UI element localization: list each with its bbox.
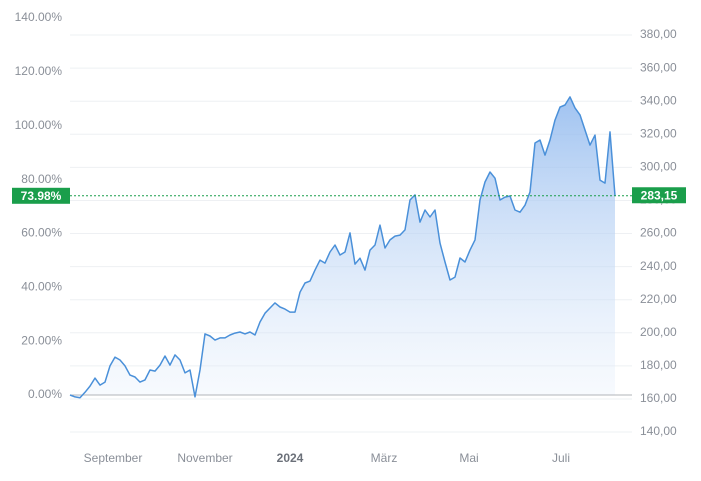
y2-tick-label: 380,00 <box>640 27 677 41</box>
y2-tick-label: 320,00 <box>640 126 677 140</box>
y-tick-label: 40.00% <box>21 279 62 293</box>
x-tick-label: März <box>371 451 398 465</box>
y-tick-label: 20.00% <box>21 333 62 347</box>
price-tag: 283,15 <box>641 188 678 202</box>
y2-tick-label: 140,00 <box>640 424 677 438</box>
y2-tick-label: 340,00 <box>640 93 677 107</box>
price-line <box>69 96 616 399</box>
y-tick-label: 60.00% <box>21 226 62 240</box>
y2-tick-label: 180,00 <box>640 358 677 372</box>
y-tick-label: 80.00% <box>21 172 62 186</box>
price-tag-bg <box>632 187 686 204</box>
y2-tick-label: 260,00 <box>640 226 677 240</box>
current-tag: 73.98% <box>21 189 62 203</box>
y-tick-label: 140.00% <box>15 10 63 24</box>
y-tick-label: 120.00% <box>15 64 63 78</box>
area-fill <box>70 96 615 398</box>
x-tick-label: 2024 <box>277 451 304 465</box>
current-tag-bg <box>12 187 70 204</box>
y2-tick-label: 200,00 <box>640 325 677 339</box>
y2-tick-label: 160,00 <box>640 391 677 405</box>
x-tick-label: Mai <box>459 451 478 465</box>
y-tick-label: 100.00% <box>15 118 63 132</box>
y2-tick-label: 300,00 <box>640 160 677 174</box>
x-tick-label: September <box>84 451 143 465</box>
x-tick-label: Juli <box>552 451 570 465</box>
y2-tick-label: 240,00 <box>640 259 677 273</box>
x-tick-label: November <box>177 451 232 465</box>
y2-tick-label: 360,00 <box>640 60 677 74</box>
y2-tick-label: 220,00 <box>640 292 677 306</box>
y-tick-label: 0.00% <box>28 387 62 401</box>
